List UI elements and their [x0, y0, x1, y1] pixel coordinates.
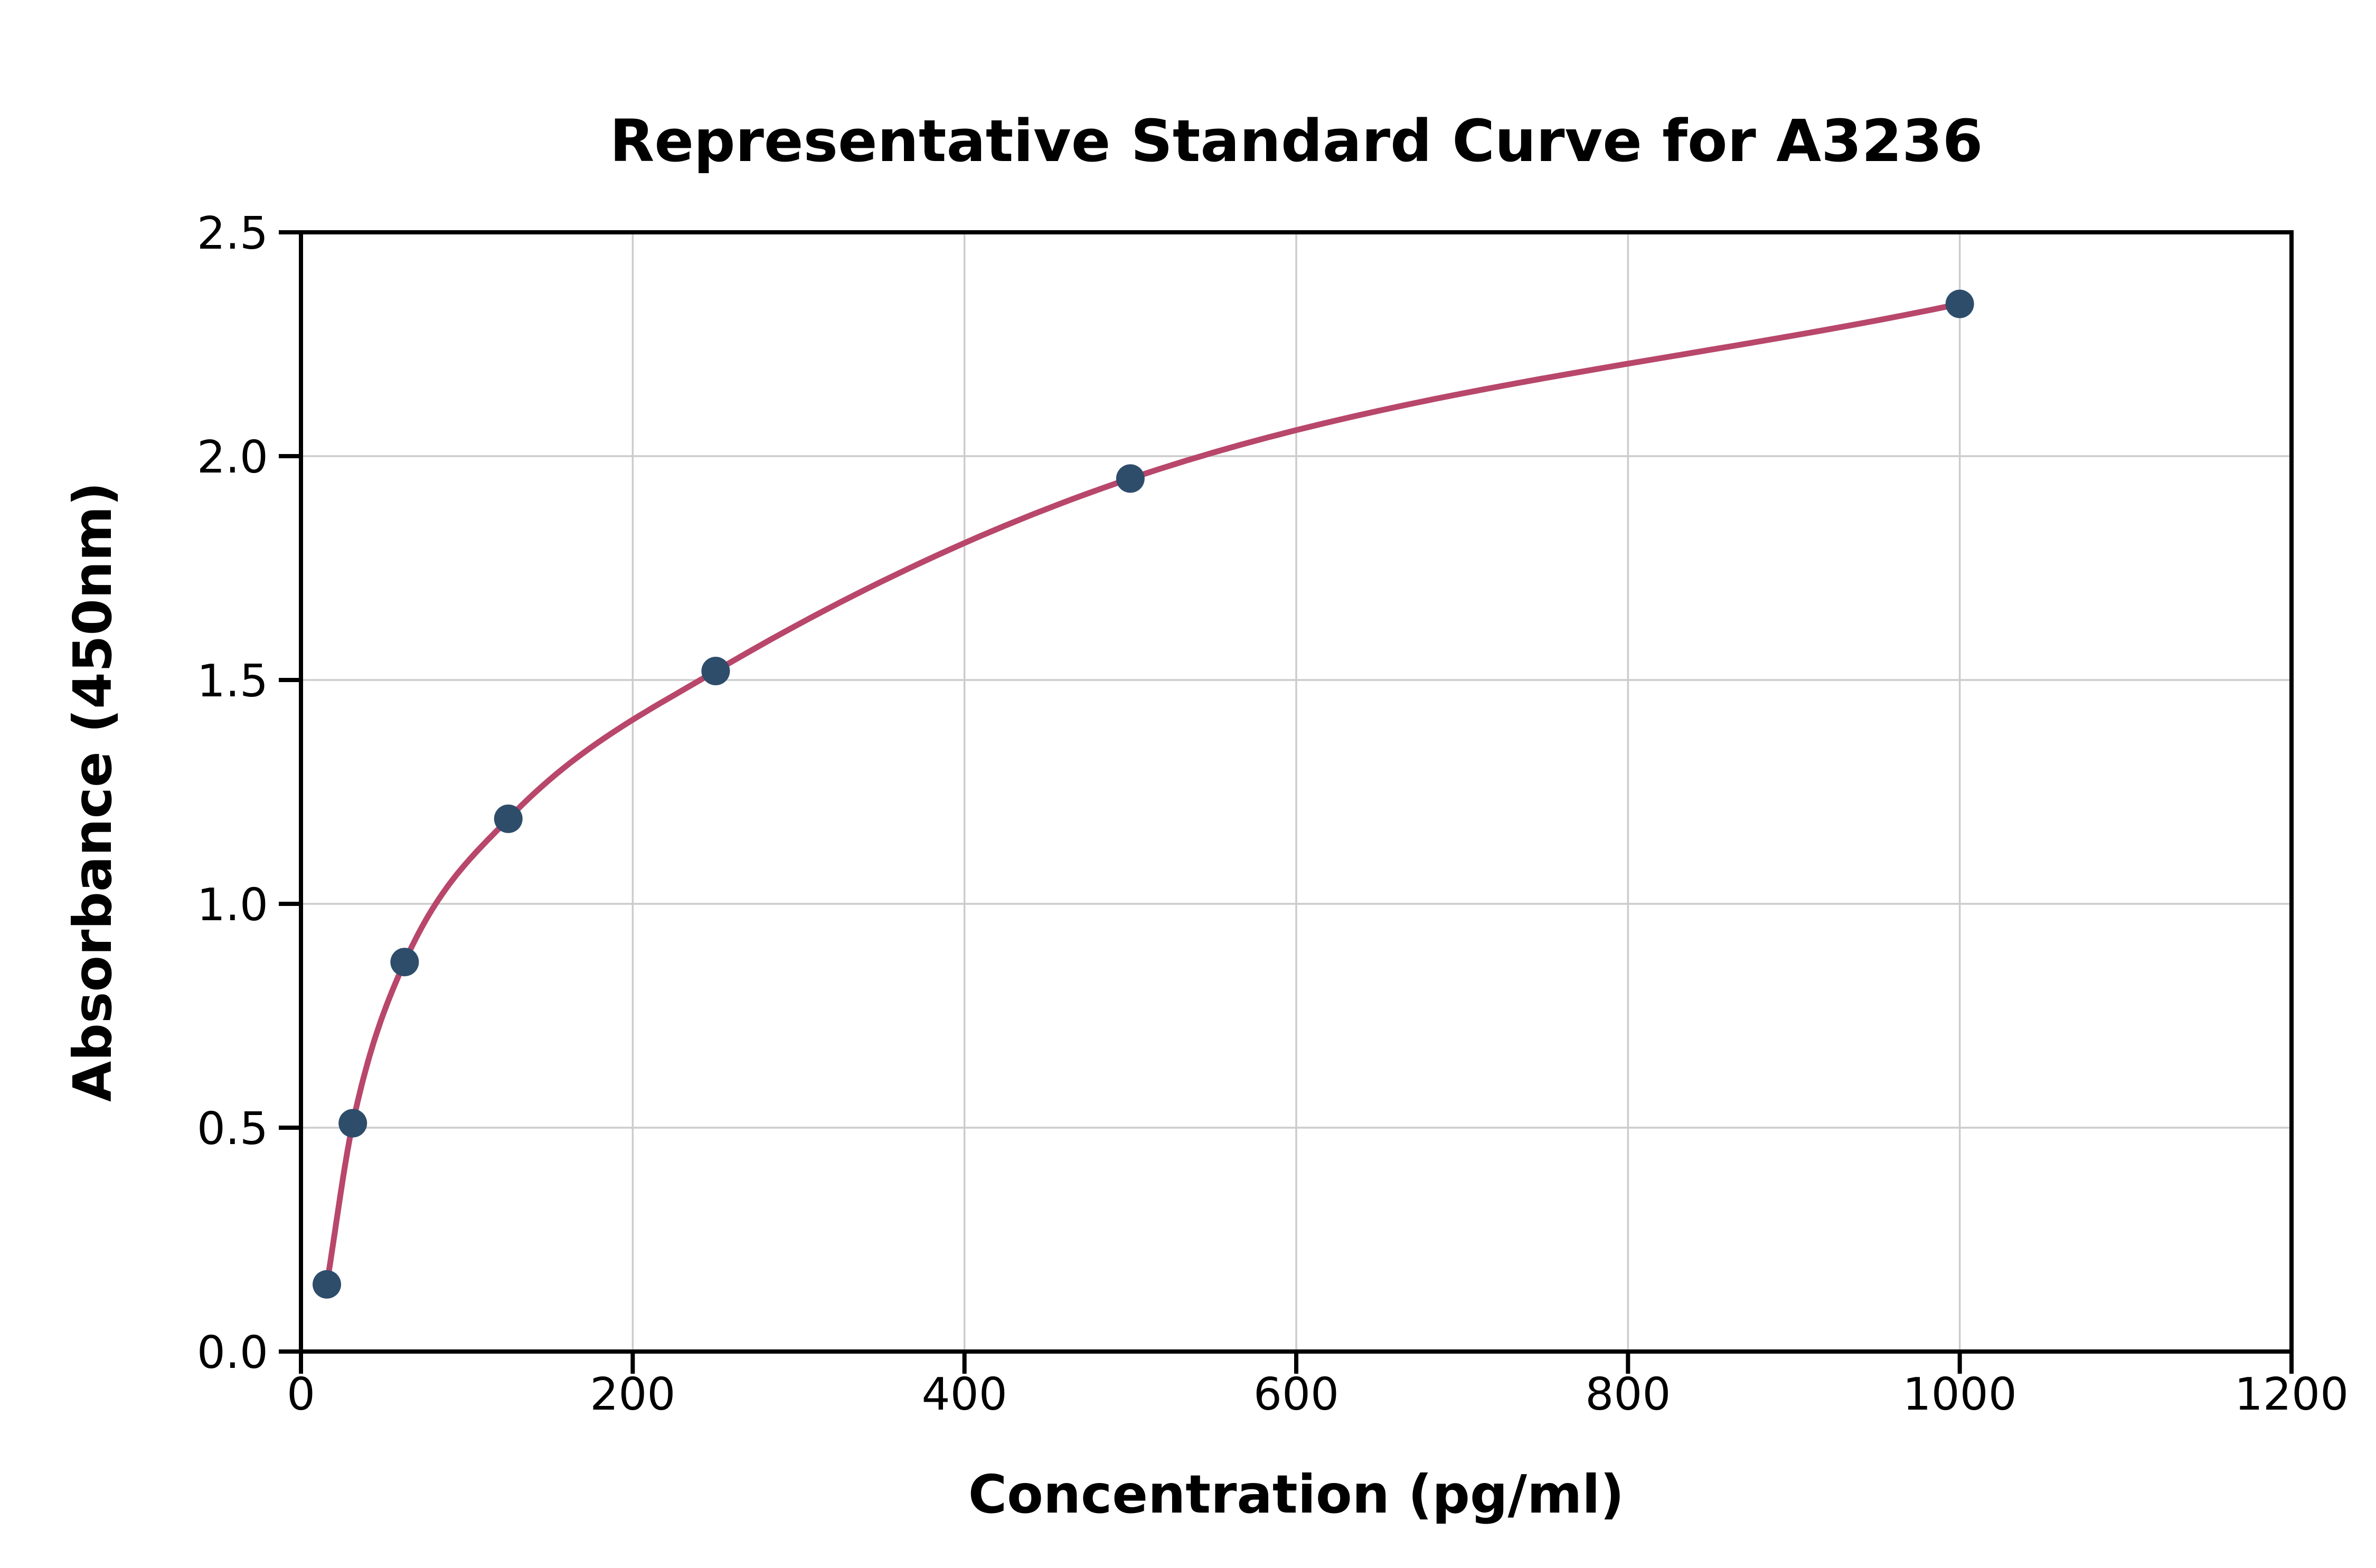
x-tick-label: 1200	[2234, 1368, 2349, 1421]
y-tick-label: 0.5	[197, 1103, 268, 1155]
y-tick-label: 1.5	[197, 655, 268, 707]
data-point	[338, 1109, 367, 1138]
axes-layer: 0 200 400 600 800 1000 1200 0.0 0.5 1.0 1.5 2.0 2.5	[197, 207, 2349, 1421]
data-point	[313, 1270, 342, 1299]
x-tick-label: 0	[287, 1368, 315, 1421]
curve-layer	[324, 301, 1963, 1288]
y-tick-label: 0.0	[197, 1327, 268, 1379]
data-point	[1116, 464, 1145, 493]
y-tick-label: 1.0	[197, 879, 268, 931]
x-tick-label: 1000	[1903, 1368, 2017, 1421]
data-point	[1945, 289, 1974, 318]
y-axis-label: Absorbance (450nm)	[62, 482, 124, 1102]
x-tick-label: 600	[1253, 1368, 1339, 1421]
data-point	[701, 657, 730, 686]
data-point	[390, 948, 419, 977]
points-layer	[313, 289, 1974, 1299]
y-tick-label: 2.0	[197, 431, 268, 484]
x-tick-label: 800	[1585, 1368, 1671, 1421]
data-point	[494, 804, 523, 833]
fit-curve	[324, 301, 1963, 1288]
chart-title: Representative Standard Curve for A3236	[610, 107, 1983, 175]
plot-border	[299, 230, 2294, 1354]
x-axis-label: Concentration (pg/ml)	[968, 1463, 1625, 1525]
grid-layer	[301, 232, 2292, 1352]
x-tick-label: 400	[922, 1368, 1007, 1421]
y-tick-label: 2.5	[197, 207, 268, 260]
x-tick-label: 200	[590, 1368, 675, 1421]
